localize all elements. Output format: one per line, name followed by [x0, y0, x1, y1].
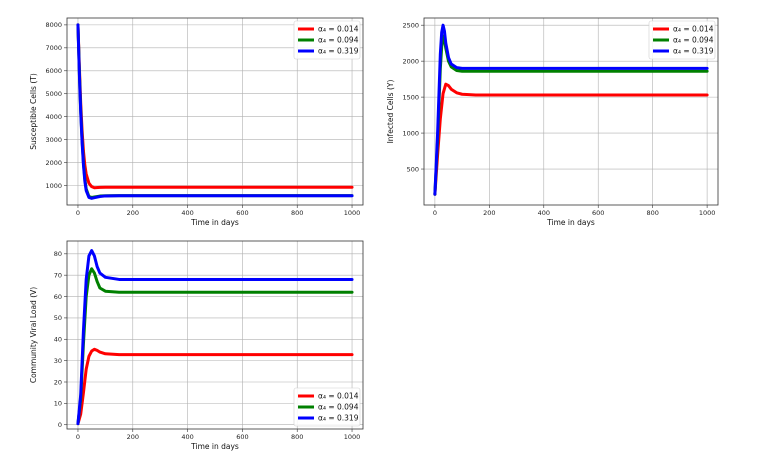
x-tick-label: 0 [433, 209, 437, 217]
y-tick-label: 40 [54, 336, 62, 344]
y-axis-label: Community Viral Load (V) [29, 287, 38, 383]
y-tick-label: 30 [54, 357, 62, 365]
y-tick-label: 6000 [45, 67, 62, 75]
infected-cells-chart: 0 200 400 600 800 1000 500 1000 1500 2000 2500 Time… [386, 17, 719, 227]
x-tick-label: 600 [592, 209, 604, 217]
y-tick-label: 1000 [45, 182, 62, 190]
series-line-2 [433, 23, 709, 196]
legend-label: α₄ = 0.319 [318, 414, 359, 423]
x-tick-label: 400 [181, 209, 193, 217]
x-tick-label: 600 [236, 433, 248, 441]
y-tick-label: 3000 [45, 136, 62, 144]
x-axis-label: Time in days [546, 218, 595, 227]
x-tick-label: 800 [291, 209, 303, 217]
plot-frame [423, 17, 719, 206]
x-tick-label: 200 [127, 209, 139, 217]
x-tick-label: 800 [646, 209, 658, 217]
x-axis-label: Time in days [190, 218, 239, 227]
legend-label: α₄ = 0.014 [673, 25, 714, 34]
y-tick-label: 2000 [45, 159, 62, 167]
x-tick-label: 400 [181, 433, 193, 441]
x-tick-label: 1000 [344, 433, 361, 441]
y-tick-label: 1500 [402, 93, 419, 101]
legend-label: α₄ = 0.094 [318, 403, 359, 412]
x-axis-label: Time in days [190, 442, 239, 451]
x-tick-label: 400 [538, 209, 550, 217]
y-tick-label: 10 [54, 400, 62, 408]
y-tick-label: 8000 [45, 21, 62, 29]
legend-label: α₄ = 0.094 [318, 36, 359, 45]
x-tick-label: 600 [236, 209, 248, 217]
series-line-0 [76, 347, 354, 426]
y-tick-label: 500 [407, 165, 419, 173]
y-tick-label: 1000 [402, 129, 419, 137]
y-tick-label: 2500 [402, 21, 419, 29]
legend-label: α₄ = 0.319 [318, 47, 359, 56]
y-tick-label: 0 [58, 421, 62, 429]
x-tick-label: 200 [483, 209, 495, 217]
y-tick-label: 7000 [45, 44, 62, 52]
legend-label: α₄ = 0.094 [673, 36, 714, 45]
y-tick-label: 50 [54, 314, 62, 322]
series-line-0 [433, 82, 709, 196]
x-tick-label: 1000 [344, 209, 361, 217]
series-line-2 [76, 23, 354, 200]
y-axis-label: Susceptible Cells (T) [29, 73, 38, 150]
y-tick-label: 60 [54, 293, 62, 301]
x-tick-label: 200 [127, 433, 139, 441]
legend-label: α₄ = 0.014 [318, 392, 359, 401]
plot-frame [66, 240, 364, 430]
y-tick-label: 2000 [402, 57, 419, 65]
x-tick-label: 0 [76, 433, 80, 441]
viral-load-chart: 0 200 400 600 800 1000 0 10 20 30 40 50 60 70 80 Time i… [29, 240, 364, 451]
y-tick-label: 4000 [45, 113, 62, 121]
y-tick-label: 80 [54, 250, 62, 258]
x-tick-label: 0 [76, 209, 80, 217]
x-tick-label: 800 [291, 433, 303, 441]
susceptible-cells-chart: 0 200 400 600 800 1000 1000 2000 3000 4000 5000 600… [29, 17, 364, 227]
legend: α₄ = 0.014 α₄ = 0.094 α₄ = 0.319 [293, 387, 361, 427]
x-tick-label: 1000 [699, 209, 716, 217]
legend: α₄ = 0.014 α₄ = 0.094 α₄ = 0.319 [648, 20, 716, 60]
plot-frame [66, 17, 364, 206]
legend: α₄ = 0.014 α₄ = 0.094 α₄ = 0.319 [293, 20, 361, 60]
y-tick-label: 70 [54, 271, 62, 279]
y-axis-label: Infected Cells (Y) [386, 80, 395, 144]
legend-label: α₄ = 0.319 [673, 47, 714, 56]
y-tick-label: 20 [54, 378, 62, 386]
legend-label: α₄ = 0.014 [318, 25, 359, 34]
series-line-2 [76, 249, 354, 426]
y-tick-label: 5000 [45, 90, 62, 98]
